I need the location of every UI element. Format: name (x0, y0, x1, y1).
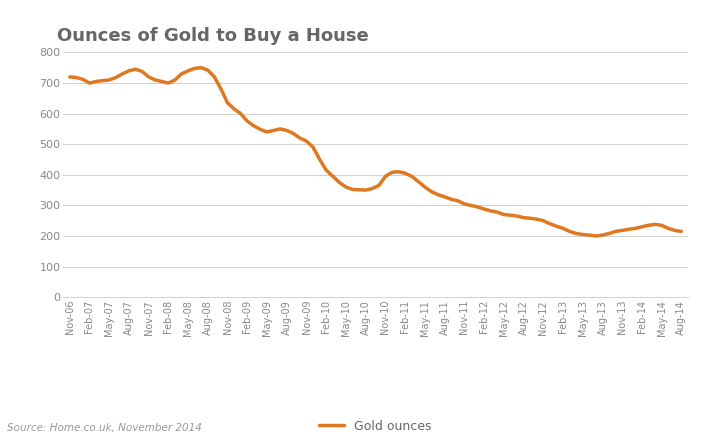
Gold ounces (677, 229, 686, 234)
Gold ounces (440, 194, 449, 199)
Gold ounces (65, 74, 74, 80)
Gold ounces (197, 65, 206, 70)
Gold ounces (171, 77, 179, 83)
Gold ounces (533, 217, 541, 222)
Text: Ounces of Gold to Buy a House: Ounces of Gold to Buy a House (57, 28, 369, 45)
Legend: Gold ounces: Gold ounces (314, 415, 437, 437)
Gold ounces (592, 233, 600, 239)
Gold ounces (230, 106, 239, 111)
Text: Source: Home.co.uk, November 2014: Source: Home.co.uk, November 2014 (7, 423, 202, 433)
Gold ounces (309, 145, 317, 150)
Gold ounces (329, 173, 337, 179)
Line: Gold ounces: Gold ounces (69, 68, 682, 236)
